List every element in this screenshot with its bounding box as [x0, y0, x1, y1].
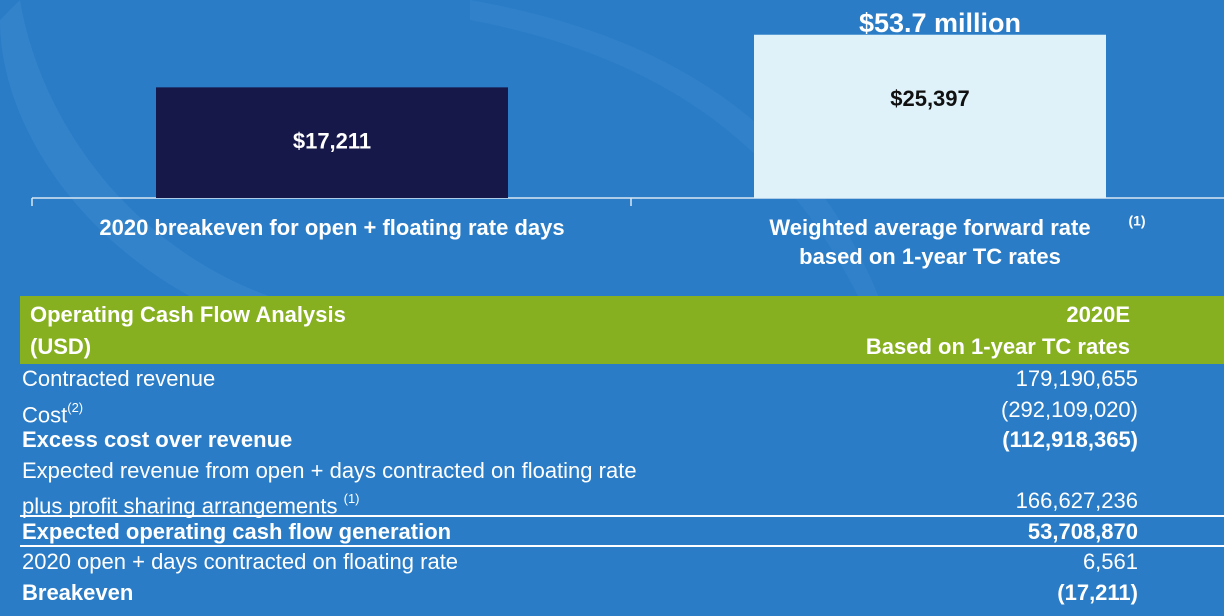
column-header-year: 2020E — [1066, 302, 1130, 327]
bar — [156, 87, 508, 198]
bar-chart: $17,211 2020 breakeven for open + floatin… — [31, 8, 1224, 269]
footnote-marker: (2) — [67, 399, 84, 415]
x-tick-label: 2020 breakeven for open + floating rate … — [99, 215, 564, 240]
row-value: 179,190,655 — [1015, 366, 1138, 391]
x-tick-label: Weighted average forward rate — [769, 215, 1090, 240]
row-value: 53,708,870 — [1027, 518, 1138, 544]
row-value: 6,561 — [1082, 549, 1138, 574]
bar-data-label: $25,397 — [890, 86, 970, 111]
row-label: Contracted revenue — [22, 366, 216, 391]
table-row: Contracted revenue 179,190,655 — [20, 364, 1224, 395]
footnote-marker: (1) — [1128, 213, 1145, 229]
table-header: Operating Cash Flow Analysis (USD) 2020E… — [20, 296, 1224, 364]
footnote-marker: (1) — [343, 491, 360, 506]
table-row: 2020 open + days contracted on floating … — [20, 547, 1224, 578]
table-row: Cost(2) (292,109,020) — [20, 395, 1224, 427]
row-label: Breakeven — [22, 579, 134, 605]
bar — [754, 34, 1106, 199]
row-label: Cost — [22, 401, 68, 427]
table-row: Expected operating cash flow generation … — [20, 517, 1224, 547]
bar-data-label: $17,211 — [293, 128, 371, 153]
row-label: Excess cost over revenue — [22, 427, 293, 452]
row-value: 166,627,236 — [1015, 488, 1138, 513]
row-label: plus profit sharing arrangements — [22, 493, 344, 519]
row-value: (292,109,020) — [1001, 396, 1138, 422]
row-value: (17,211) — [1057, 579, 1138, 605]
column-header-basis: Based on 1-year TC rates — [865, 334, 1130, 359]
table-row: Excess cost over revenue (112,918,365) — [20, 425, 1224, 456]
row-value: (112,918,365) — [1002, 427, 1138, 452]
x-tick-label: based on 1-year TC rates — [799, 244, 1061, 269]
table-title: Operating Cash Flow Analysis — [30, 302, 346, 327]
table-unit: (USD) — [30, 334, 92, 359]
row-label: Expected revenue from open + days contra… — [22, 457, 637, 483]
chart-annotation: $53.7 million — [859, 8, 1021, 38]
table-row: Expected revenue from open + days contra… — [20, 456, 1224, 487]
table-row: plus profit sharing arrangements (1) 166… — [20, 486, 1224, 519]
table-row: Breakeven (17,211) — [20, 578, 1224, 609]
row-label: Expected operating cash flow generation — [22, 518, 452, 544]
cash-flow-table: Operating Cash Flow Analysis (USD) 2020E… — [20, 296, 1224, 608]
row-label: 2020 open + days contracted on floating … — [22, 549, 459, 574]
